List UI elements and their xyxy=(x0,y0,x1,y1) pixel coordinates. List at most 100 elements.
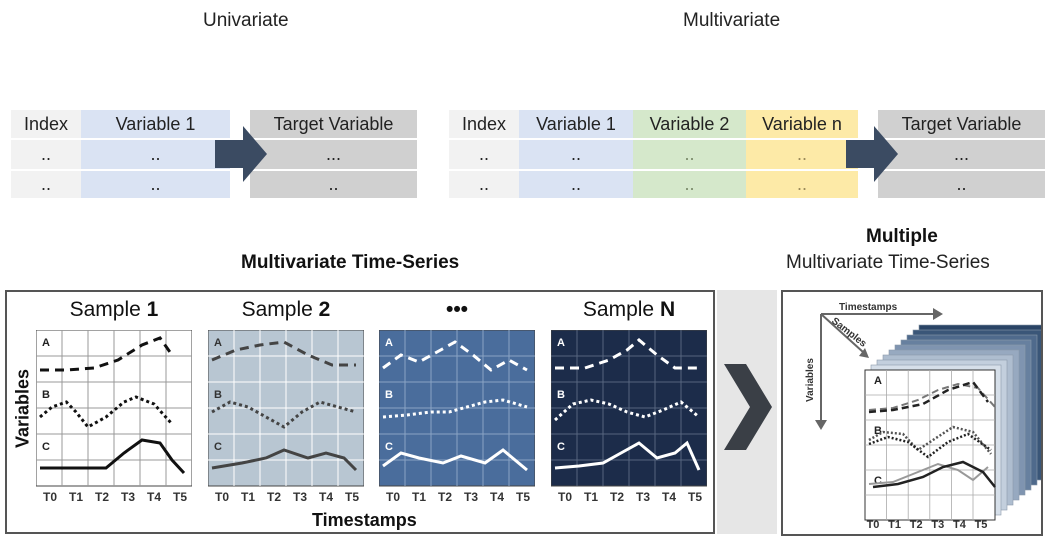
tick-label: T0 xyxy=(385,490,400,504)
series-b-line xyxy=(39,395,174,429)
tick-label: T1 xyxy=(888,519,901,531)
variable-label: A xyxy=(214,337,222,349)
tick-label: T3 xyxy=(463,490,478,504)
x-axis-label: Timestamps xyxy=(312,510,417,530)
multi-variable1-cell: .. xyxy=(519,169,633,198)
series-c-line xyxy=(868,462,989,485)
arrow-diagonal-icon xyxy=(859,348,869,358)
multi-target-cell: .. xyxy=(878,169,1045,198)
sample-title: Sample 1 xyxy=(36,298,192,322)
tick-label: T1 xyxy=(68,490,83,504)
tick-label: T2 xyxy=(437,490,452,504)
sample-title-number: 1 xyxy=(146,298,159,321)
uni-target-cell: .. xyxy=(250,169,417,198)
sample-grid: A B C xyxy=(551,330,707,487)
sample-title-number: 2 xyxy=(318,298,331,321)
series-b-line xyxy=(868,425,992,455)
uni-target-header: Target Variable xyxy=(250,110,417,138)
axis-timestamps-label: Timestamps xyxy=(839,302,898,313)
tick-label: T3 xyxy=(292,490,307,504)
tick-label: T3 xyxy=(120,490,135,504)
uni-variable-header: Variable 1 xyxy=(81,110,230,138)
samples-axis xyxy=(820,313,864,353)
sample-grid: A B C xyxy=(208,330,364,487)
sample-title: Sample N xyxy=(551,298,707,322)
tick-label: T0 xyxy=(42,490,57,504)
mmts-title: Multivariate Time-Series xyxy=(786,252,990,273)
uni-variable-cell: .. xyxy=(81,169,230,198)
variable-label: B xyxy=(42,389,50,401)
series-a-line xyxy=(382,340,528,372)
variable-label: C xyxy=(385,441,393,453)
axis-variables-label: Variables xyxy=(805,358,816,402)
series-c-line xyxy=(211,448,358,472)
uni-target-cell: ... xyxy=(250,138,417,169)
tick-label: T3 xyxy=(931,519,944,531)
sample-title-prefix: Sample xyxy=(69,298,147,321)
series-a-line xyxy=(868,380,989,414)
multi-variable2-cell: .. xyxy=(633,138,746,169)
series-a-line xyxy=(211,340,356,367)
multi-variablen-header: Variable n xyxy=(746,110,858,138)
sample-title-number: N xyxy=(659,298,676,321)
sample-title: Sample 2 xyxy=(208,298,364,322)
univariate-header: Univariate xyxy=(203,10,289,31)
tick-label: T4 xyxy=(318,490,333,504)
multi-variable1-cell: .. xyxy=(519,138,633,169)
tick-label: T0 xyxy=(214,490,229,504)
variable-label: A xyxy=(42,337,50,349)
sample-grid: A B C xyxy=(36,330,192,487)
tick-label: T2 xyxy=(910,519,923,531)
arrow-down-icon xyxy=(815,420,827,430)
series-c-line xyxy=(872,460,996,489)
series-b-line xyxy=(868,432,992,459)
uni-arrow-icon xyxy=(215,126,267,182)
tick-label: T5 xyxy=(687,490,702,504)
y-axis-label: Variables xyxy=(12,368,33,449)
uni-index-cell: .. xyxy=(11,138,81,169)
variable-label: B xyxy=(214,389,222,401)
multi-variable1-header: Variable 1 xyxy=(519,110,633,138)
tick-label: T2 xyxy=(94,490,109,504)
sample-title-prefix: Sample xyxy=(241,298,319,321)
series-b-line xyxy=(211,400,357,429)
tick-label: T5 xyxy=(515,490,530,504)
tick-label: T1 xyxy=(240,490,255,504)
variable-label: A xyxy=(874,375,882,387)
series-c-line xyxy=(40,438,186,475)
variable-label: C xyxy=(42,441,50,453)
tick-label: T3 xyxy=(635,490,650,504)
tick-label: T5 xyxy=(975,519,988,531)
variable-label: C xyxy=(874,475,882,487)
multi-variable2-header: Variable 2 xyxy=(633,110,746,138)
multi-target-cell: ... xyxy=(878,138,1045,169)
uni-index-header: Index xyxy=(11,110,81,138)
sample-title: ••• xyxy=(379,298,535,322)
uni-variable-cell: .. xyxy=(81,138,230,169)
mts-title: Multivariate Time-Series xyxy=(241,252,460,273)
tick-label: T1 xyxy=(583,490,598,504)
variable-label: B xyxy=(557,389,565,401)
multivariate-header: Multivariate xyxy=(683,10,781,31)
variable-label: B xyxy=(385,389,393,401)
multi-target-header: Target Variable xyxy=(878,110,1045,138)
multi-variablen-cell: .. xyxy=(746,169,858,198)
multi-index-cell: .. xyxy=(449,169,519,198)
uni-index-cell: .. xyxy=(11,169,81,198)
variable-label: A xyxy=(385,337,393,349)
series-c-line xyxy=(382,448,528,472)
variable-label: A xyxy=(557,337,565,349)
series-a-line xyxy=(40,336,174,372)
sample-grid: A B C xyxy=(379,330,535,487)
tick-label: T1 xyxy=(411,490,426,504)
multi-variablen-cell: .. xyxy=(746,138,858,169)
tick-label: T4 xyxy=(953,519,967,531)
tick-label: T5 xyxy=(172,490,187,504)
variable-label: C xyxy=(214,441,222,453)
multi-arrow-icon xyxy=(846,126,898,182)
tick-label: T4 xyxy=(146,490,161,504)
multi-variable2-cell: .. xyxy=(633,169,746,198)
tick-label: T2 xyxy=(266,490,281,504)
series-b-line xyxy=(554,398,700,422)
tick-label: T4 xyxy=(661,490,676,504)
